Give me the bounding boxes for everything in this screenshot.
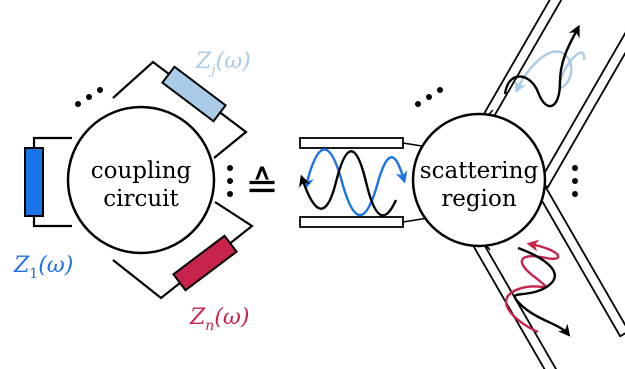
- scattering-region-group: scattering region: [298, 0, 625, 369]
- scattering-label-line1: scattering: [420, 158, 539, 184]
- wave-left-blue: [302, 148, 408, 216]
- z1-resistor: [24, 147, 44, 217]
- zj-resistor: [161, 65, 227, 123]
- wave-lower-black: [513, 246, 571, 337]
- wave-upper-light: [515, 50, 586, 94]
- z1-label: Z1(ω): [13, 253, 73, 282]
- waveguide-left-top: [299, 137, 404, 149]
- coupling-circuit-group: coupling circuit Z1(ω) Zj(ω) Zn(ω): [13, 49, 254, 334]
- coupling-label-line2: circuit: [103, 186, 179, 212]
- scattering-circle: [411, 112, 547, 248]
- wave-upper-black: [503, 24, 580, 108]
- scattering-ellipsis-right: [572, 165, 578, 197]
- waveguide-left-connector-bottom: [402, 217, 429, 223]
- wave-left-black: [298, 150, 398, 217]
- coupling-circle: [66, 105, 216, 255]
- scattering-label-line2: region: [441, 186, 517, 212]
- scattering-ellipsis-top: [415, 87, 443, 107]
- waveguide-left-bottom: [299, 216, 404, 228]
- wave-lower-red: [504, 239, 560, 334]
- zn-label: Zn(ω): [189, 305, 249, 334]
- equivalence-symbol: ≙: [245, 163, 279, 209]
- zj-label: Zj(ω): [195, 49, 251, 78]
- coupling-label-line1: coupling: [91, 158, 192, 184]
- coupling-ellipsis-right: [227, 165, 233, 197]
- zn-resistor: [172, 234, 238, 292]
- coupling-ellipsis-top: [75, 87, 103, 107]
